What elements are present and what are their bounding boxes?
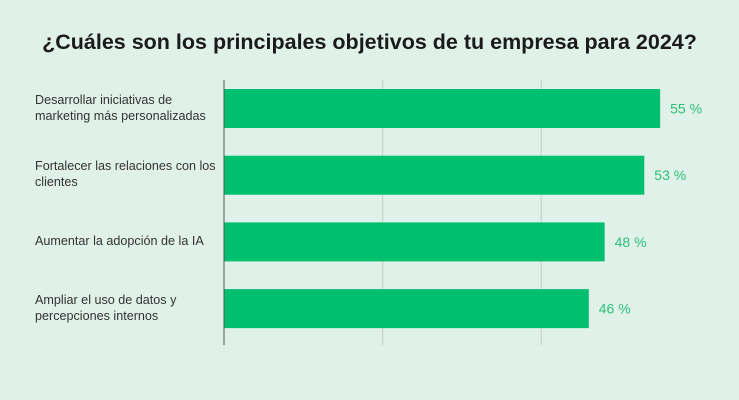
- category-label: Aumentar la adopción de la IA: [35, 233, 204, 248]
- bar: [224, 89, 661, 128]
- data-label: 53 %: [654, 167, 686, 183]
- bar: [224, 289, 589, 329]
- data-label: 46 %: [599, 301, 631, 317]
- chart-title: ¿Cuáles son los principales objetivos de…: [42, 30, 697, 54]
- category-label: Desarrollar iniciativas de marketing más…: [35, 92, 206, 123]
- category-label: Fortalecer las relaciones con los client…: [35, 159, 216, 190]
- bar: [224, 222, 605, 262]
- data-label: 48 %: [615, 234, 647, 250]
- category-label: Ampliar el uso de datos y percepciones i…: [35, 292, 177, 323]
- bar: [224, 155, 645, 195]
- data-label: 55 %: [670, 101, 702, 117]
